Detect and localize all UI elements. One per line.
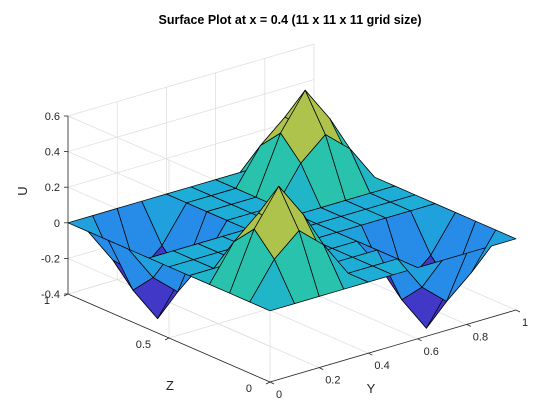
surface-facet [470,229,517,274]
z-tick-label: 0 [54,218,60,230]
y-axis-label: Z [166,378,174,393]
x-tick-mark [319,367,324,370]
y-tick-label: 0 [246,383,252,395]
x-tick-label: 0.6 [424,346,439,358]
y-tick-mark [265,381,271,385]
x-tick-mark [466,324,471,327]
x-tick-mark [515,309,521,313]
x-tick-label: 0.4 [374,360,389,372]
grid-line [67,79,315,152]
x-tick-label: 0.2 [325,375,340,387]
y-tick-label: 1 [44,295,50,307]
x-axis-label: Y [367,381,376,396]
x-tick-mark [269,381,275,385]
x-tick-mark [417,338,422,342]
chart-title: Surface Plot at x = 0.4 (11 x 11 x 11 gr… [159,13,422,27]
x-tick-label: 1 [522,317,528,329]
z-tick-label: -0.4 [41,289,60,301]
y-tick-mark [164,337,170,341]
x-tick-label: 0.8 [473,331,488,343]
x-tick-label: 0 [276,389,282,401]
grid-line [67,43,315,117]
z-tick-label: 0.6 [45,111,60,123]
y-axis-line [269,309,517,383]
grid-line [67,114,315,188]
z-axis-label: U [15,186,30,195]
y-tick-label: 0.5 [136,339,151,351]
z-tick-label: 0.4 [45,147,60,159]
z-tick-label: 0.2 [45,182,60,194]
surface-mesh [67,89,517,329]
x-tick-mark [368,352,373,356]
z-tick-label: -0.2 [41,253,60,265]
